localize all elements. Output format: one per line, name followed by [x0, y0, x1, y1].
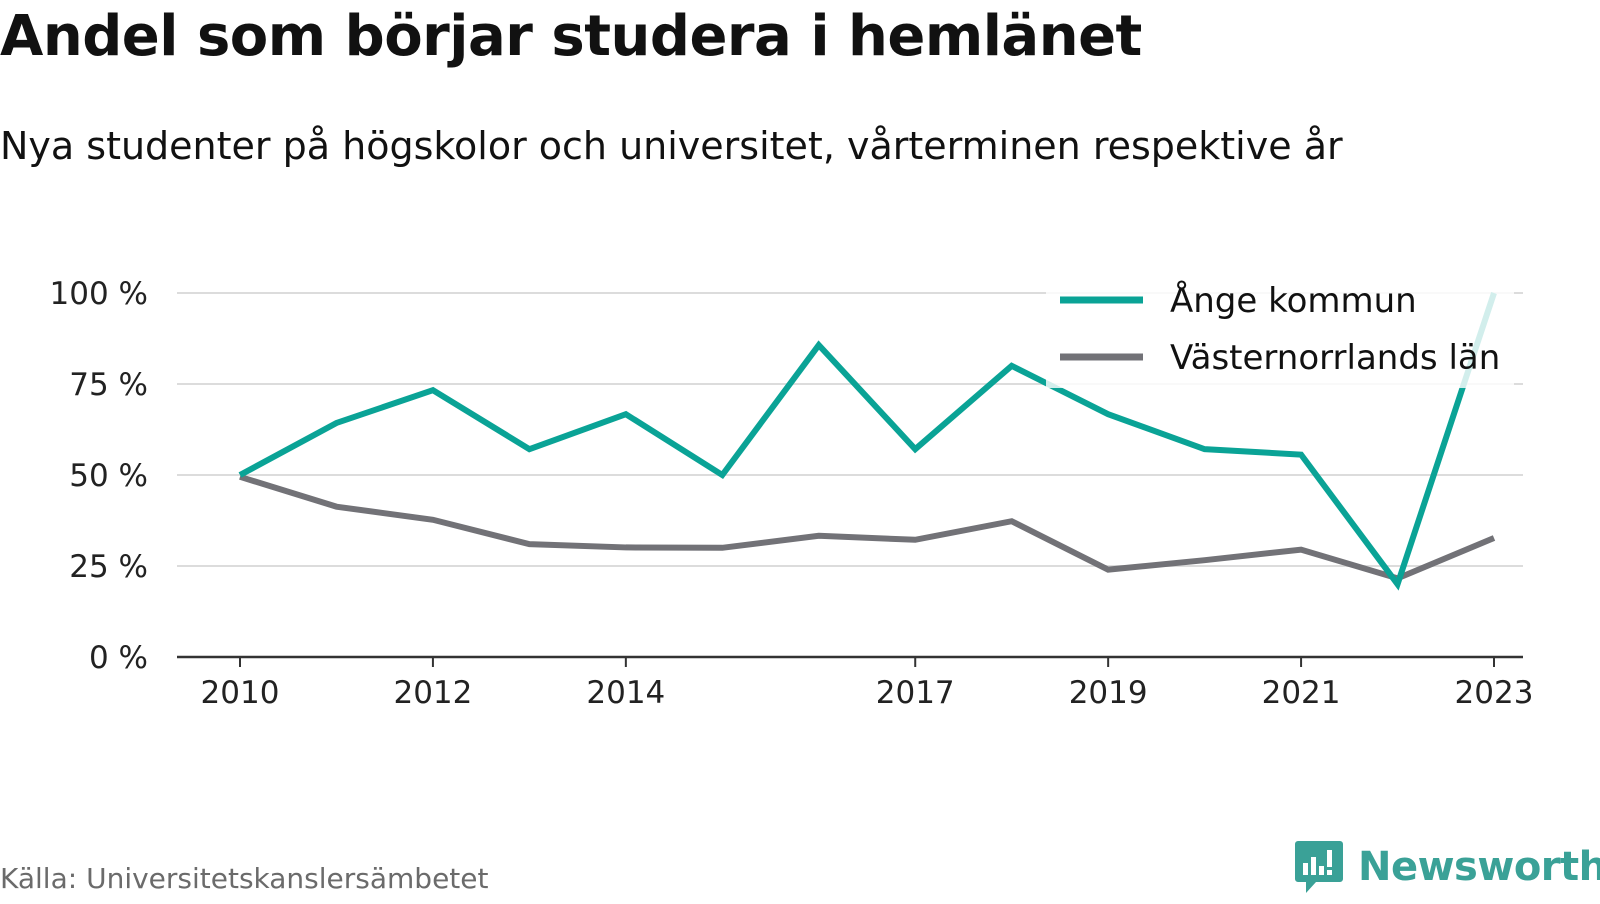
bar-chart-speech-bubble-icon	[1295, 841, 1343, 893]
chart-subtitle: Nya studenter på högskolor och universit…	[0, 124, 1343, 168]
y-tick-label: 0 %	[89, 640, 148, 676]
brand-logo-block: Newsworthy	[1294, 839, 1600, 895]
x-tick-label: 2021	[1262, 675, 1341, 711]
source-note: Källa: Universitetskanslersämbetet	[0, 862, 489, 895]
x-tick-label: 2014	[586, 675, 665, 711]
x-tick-label: 2010	[201, 675, 280, 711]
y-tick-label: 50 %	[69, 458, 148, 494]
y-tick-label: 100 %	[50, 276, 148, 312]
series-lines	[238, 292, 1497, 591]
y-tick-label: 75 %	[69, 367, 148, 403]
brand-name: Newsworthy	[1358, 844, 1600, 890]
x-tick-label: 2012	[393, 675, 472, 711]
legend-label: Ånge kommun	[1170, 280, 1417, 321]
y-axis-ticks: 100 % 75 % 50 % 25 % 0 %	[50, 276, 148, 676]
x-axis-ticks: 2010 2012 2014 2017 2019 2021 2023	[201, 657, 1534, 711]
x-tick-label: 2023	[1455, 675, 1534, 711]
chart-title: Andel som börjar studera i hemlänet	[0, 4, 1142, 69]
legend-label: Västernorrlands län	[1170, 338, 1500, 378]
y-tick-label: 25 %	[69, 549, 148, 585]
series-line-ange-kommun	[238, 292, 1497, 591]
x-tick-label: 2017	[876, 675, 955, 711]
legend: Ånge kommun Västernorrlands län	[1046, 276, 1514, 388]
legend-background	[1046, 276, 1514, 388]
x-tick-label: 2019	[1069, 675, 1148, 711]
series-line-vasternorrlands-lan	[239, 473, 1496, 582]
